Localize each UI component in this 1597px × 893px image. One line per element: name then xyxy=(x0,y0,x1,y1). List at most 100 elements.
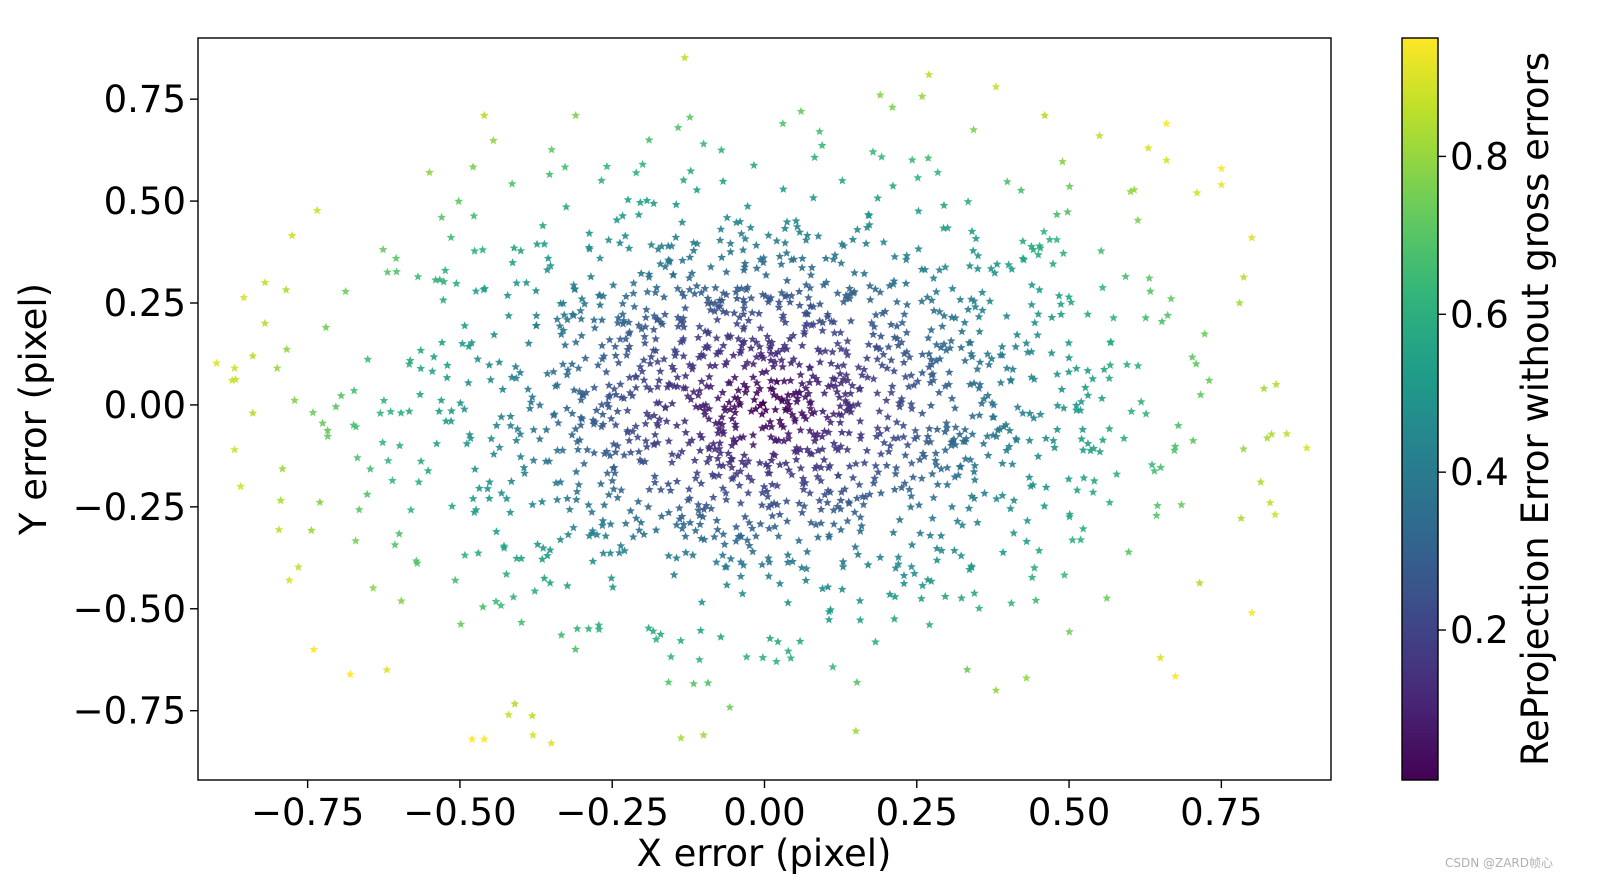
data-point xyxy=(1006,504,1015,513)
data-point xyxy=(987,354,997,363)
data-point xyxy=(789,354,798,363)
data-point xyxy=(813,532,823,542)
data-point xyxy=(750,395,759,404)
data-point xyxy=(1066,297,1076,306)
data-point xyxy=(502,569,511,578)
data-point xyxy=(719,429,728,438)
data-point xyxy=(823,312,832,321)
data-point xyxy=(869,374,878,383)
data-point xyxy=(778,310,788,320)
data-point xyxy=(975,410,984,419)
data-point xyxy=(758,258,768,267)
data-point xyxy=(966,349,976,358)
data-point xyxy=(619,450,629,459)
data-point xyxy=(738,338,748,347)
data-point xyxy=(470,507,479,517)
data-point xyxy=(844,405,854,414)
data-point xyxy=(926,325,936,334)
data-point xyxy=(899,579,909,588)
data-point xyxy=(932,460,941,469)
data-point xyxy=(784,405,794,414)
data-point xyxy=(991,685,1001,694)
data-point xyxy=(673,123,683,132)
data-point xyxy=(801,280,811,289)
data-point xyxy=(931,448,941,458)
data-point xyxy=(712,315,722,324)
data-point xyxy=(813,472,822,481)
data-point xyxy=(1156,653,1165,662)
data-point xyxy=(911,426,920,435)
data-point xyxy=(1027,572,1037,582)
data-point xyxy=(650,439,659,448)
data-point xyxy=(962,665,972,674)
data-point xyxy=(713,428,723,437)
data-point xyxy=(1072,400,1081,410)
data-point xyxy=(559,310,569,319)
data-point xyxy=(837,584,847,594)
data-point xyxy=(546,261,555,270)
data-point xyxy=(546,738,556,747)
data-point xyxy=(731,536,741,545)
data-point xyxy=(797,408,807,417)
data-point xyxy=(967,491,977,501)
data-point xyxy=(957,327,967,336)
data-point xyxy=(517,617,526,627)
data-point xyxy=(809,302,818,311)
data-point xyxy=(1059,403,1069,412)
data-point xyxy=(1030,318,1040,327)
data-point xyxy=(569,385,579,394)
data-point xyxy=(718,307,728,316)
data-point xyxy=(1236,513,1246,523)
data-point xyxy=(828,347,837,356)
data-point xyxy=(687,435,697,445)
data-point xyxy=(735,481,744,490)
data-point xyxy=(816,476,826,485)
data-point xyxy=(901,278,911,288)
data-point xyxy=(464,378,473,387)
data-point xyxy=(908,472,918,482)
data-point xyxy=(871,310,881,319)
data-point xyxy=(589,448,599,457)
data-point xyxy=(914,206,923,215)
data-point xyxy=(888,102,897,111)
data-point xyxy=(1076,535,1086,544)
data-point xyxy=(942,418,951,427)
data-point xyxy=(991,82,1001,91)
data-point xyxy=(897,337,906,346)
data-point xyxy=(757,409,767,418)
data-point xyxy=(624,436,634,445)
data-point xyxy=(819,455,829,464)
data-point xyxy=(406,505,416,514)
data-point xyxy=(833,362,843,371)
data-point xyxy=(699,351,708,360)
data-point xyxy=(768,384,778,394)
data-point xyxy=(742,383,751,392)
data-point xyxy=(1129,185,1139,194)
data-point xyxy=(671,200,681,209)
data-point xyxy=(775,510,785,519)
data-point xyxy=(727,463,737,472)
data-point xyxy=(706,504,716,513)
data-point xyxy=(759,482,769,491)
data-point xyxy=(619,393,629,403)
data-point xyxy=(703,678,713,687)
data-point xyxy=(777,288,787,297)
data-point xyxy=(902,328,912,337)
data-point xyxy=(712,333,721,342)
data-point xyxy=(960,356,970,365)
data-point xyxy=(829,409,838,418)
data-point xyxy=(783,390,793,399)
data-point xyxy=(452,279,461,288)
data-point xyxy=(739,322,749,331)
data-point xyxy=(801,575,811,585)
data-point xyxy=(852,493,862,503)
data-point xyxy=(614,358,623,367)
data-point xyxy=(764,502,773,511)
data-point xyxy=(725,405,735,414)
data-point xyxy=(774,302,784,312)
data-point xyxy=(918,349,927,359)
data-point xyxy=(871,637,880,646)
data-point xyxy=(761,291,770,300)
data-point xyxy=(653,357,662,366)
data-point xyxy=(664,379,674,388)
